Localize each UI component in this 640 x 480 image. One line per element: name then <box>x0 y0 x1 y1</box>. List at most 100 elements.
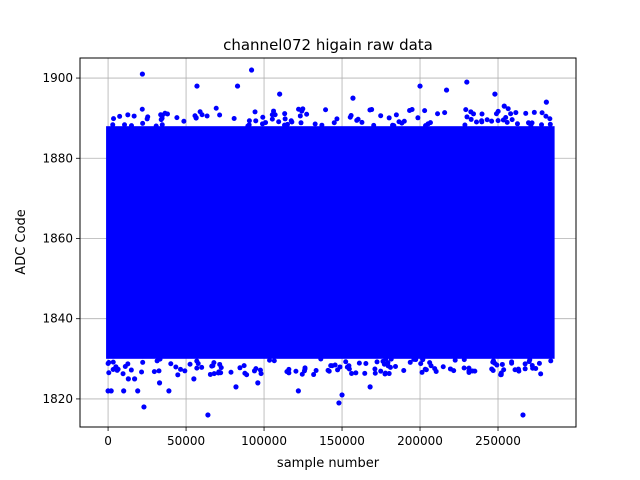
data-point <box>447 366 453 372</box>
data-point <box>527 357 533 363</box>
data-point <box>388 356 394 362</box>
data-point <box>466 365 472 371</box>
data-point <box>178 366 184 372</box>
data-point <box>331 120 337 126</box>
data-point <box>536 360 542 366</box>
data-point <box>297 113 303 119</box>
data-point <box>494 362 500 368</box>
data-point <box>461 365 467 371</box>
dense-band <box>106 126 555 359</box>
data-point <box>501 103 507 109</box>
y-axis-ticks: 1820 1840 1860 1880 1900 <box>42 71 80 406</box>
data-point <box>162 110 168 116</box>
data-point <box>350 95 356 101</box>
plot-frame <box>79 57 577 428</box>
data-point <box>380 358 386 364</box>
data-point <box>349 371 355 377</box>
data-point <box>396 119 402 125</box>
data-point <box>513 110 519 116</box>
y-tick-label: 1820 <box>42 392 73 406</box>
data-point <box>529 120 535 126</box>
y-tick-label: 1860 <box>42 231 73 245</box>
data-point <box>325 367 331 373</box>
data-point <box>267 357 273 363</box>
data-point <box>474 119 480 125</box>
data-point <box>417 83 423 89</box>
data-point <box>372 366 378 372</box>
x-tick-label: 250000 <box>475 434 521 448</box>
data-point <box>343 359 349 365</box>
data-point <box>318 356 324 362</box>
data-point <box>464 114 470 120</box>
data-point <box>108 388 114 394</box>
data-point <box>520 412 526 418</box>
data-point <box>547 121 553 127</box>
data-point <box>140 359 146 365</box>
data-point <box>217 112 223 118</box>
data-point <box>159 122 165 128</box>
data-point <box>435 111 441 117</box>
data-point <box>504 119 510 125</box>
data-point <box>213 105 219 111</box>
data-point <box>260 114 266 120</box>
chart-title: channel072 higain raw data <box>223 36 433 54</box>
data-point <box>371 122 377 128</box>
data-point <box>432 366 438 372</box>
y-tick-label: 1900 <box>42 71 73 85</box>
data-point <box>514 121 520 127</box>
data-point <box>334 116 340 122</box>
data-point <box>353 370 359 376</box>
data-point <box>231 116 237 122</box>
data-point <box>313 367 319 373</box>
data-point <box>110 122 116 128</box>
data-point <box>490 367 496 373</box>
data-point <box>378 368 384 374</box>
data-point <box>479 119 485 125</box>
data-point <box>479 111 485 117</box>
data-point <box>205 412 211 418</box>
x-tick-label: 100000 <box>241 434 287 448</box>
data-point <box>413 356 419 362</box>
data-point <box>382 371 388 377</box>
data-point <box>199 364 205 370</box>
data-point <box>367 384 373 390</box>
data-point <box>295 388 301 394</box>
scatter-points <box>105 67 554 418</box>
data-point <box>284 121 290 127</box>
data-point <box>419 369 425 375</box>
data-point <box>367 107 373 113</box>
data-point <box>125 112 131 118</box>
data-point <box>269 112 275 118</box>
data-point <box>392 364 398 370</box>
data-point <box>187 361 193 367</box>
data-point <box>151 369 157 375</box>
data-point <box>156 380 163 386</box>
data-point <box>131 113 137 119</box>
x-tick-label: 150000 <box>319 434 365 448</box>
data-point <box>508 111 514 117</box>
data-point <box>113 364 119 370</box>
data-point <box>463 107 469 113</box>
data-point <box>106 360 112 366</box>
data-point <box>393 112 399 118</box>
data-point <box>339 392 345 398</box>
data-point <box>182 368 188 374</box>
data-point <box>139 106 145 112</box>
data-point <box>237 365 243 371</box>
data-point <box>282 116 288 122</box>
data-point <box>509 359 515 365</box>
data-point <box>210 363 216 369</box>
data-point <box>246 122 252 128</box>
data-point <box>282 111 288 117</box>
data-point <box>466 370 472 376</box>
data-point <box>252 109 258 115</box>
data-point <box>468 109 474 115</box>
data-point <box>418 361 424 367</box>
data-point <box>501 367 507 373</box>
data-point <box>386 371 392 377</box>
data-point <box>269 116 275 122</box>
data-point <box>117 113 123 119</box>
data-point <box>461 357 467 363</box>
data-point <box>312 121 318 127</box>
data-point <box>228 369 234 375</box>
